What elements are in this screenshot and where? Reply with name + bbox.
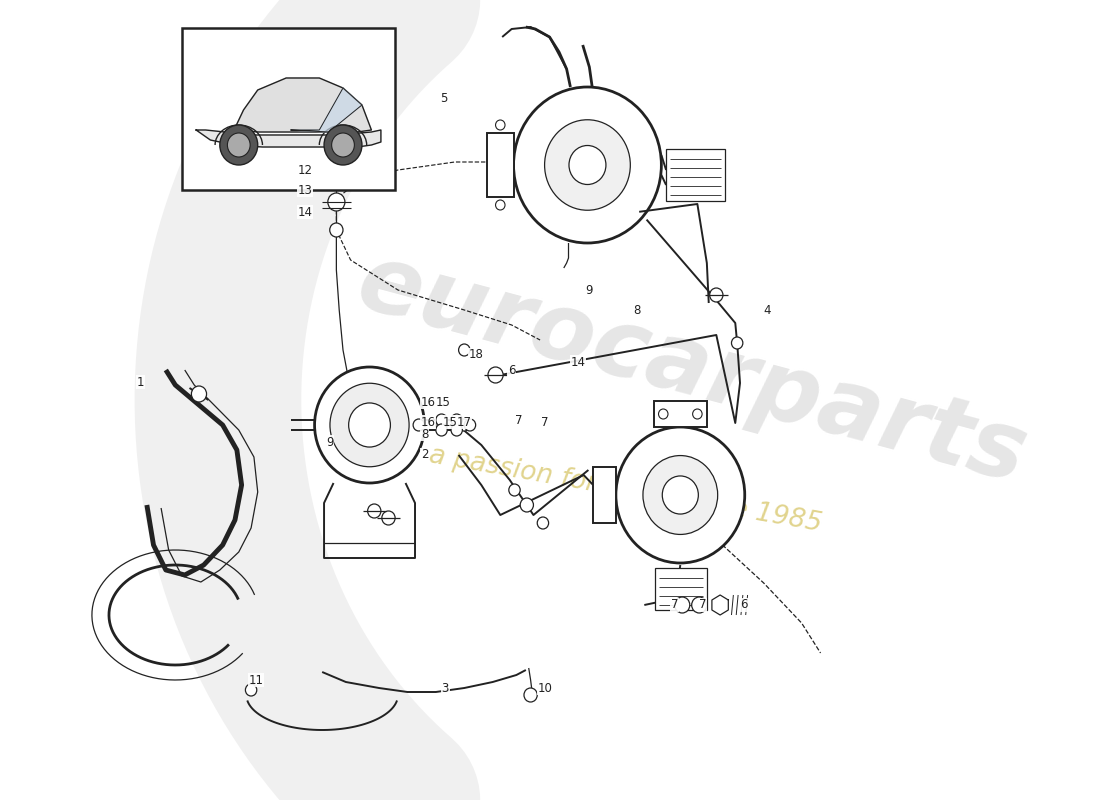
Circle shape (544, 120, 630, 210)
Text: 1: 1 (136, 375, 144, 389)
Text: 7: 7 (516, 414, 522, 426)
Text: 5: 5 (440, 91, 447, 105)
Circle shape (509, 484, 520, 496)
Circle shape (732, 337, 742, 349)
Circle shape (331, 133, 354, 157)
Text: 8: 8 (632, 303, 640, 317)
Text: 4: 4 (763, 303, 771, 317)
Text: 15: 15 (442, 415, 458, 429)
Text: 14: 14 (571, 355, 585, 369)
Text: 11: 11 (249, 674, 263, 686)
Polygon shape (712, 595, 728, 615)
Circle shape (537, 517, 549, 529)
Text: eurocarparts: eurocarparts (348, 237, 1036, 503)
Circle shape (324, 125, 362, 165)
Bar (487, 133, 514, 197)
Circle shape (495, 200, 505, 210)
Circle shape (659, 409, 668, 419)
Bar (182, 28, 395, 190)
Text: 14: 14 (298, 206, 312, 218)
Text: 3: 3 (441, 682, 449, 694)
Text: a passion for parts since 1985: a passion for parts since 1985 (427, 442, 824, 538)
Circle shape (414, 419, 425, 431)
Circle shape (514, 87, 661, 243)
Text: 9: 9 (326, 435, 333, 449)
Text: 7: 7 (541, 415, 549, 429)
Circle shape (451, 414, 462, 426)
Text: 18: 18 (469, 349, 483, 362)
Bar (654, 568, 707, 610)
Text: 10: 10 (538, 682, 552, 694)
Bar (653, 401, 707, 427)
Circle shape (330, 383, 409, 466)
Circle shape (228, 133, 250, 157)
Circle shape (330, 223, 343, 237)
Text: 15: 15 (436, 395, 451, 409)
Text: 6: 6 (740, 598, 748, 611)
Text: 17: 17 (456, 415, 472, 429)
Circle shape (367, 504, 381, 518)
Circle shape (464, 419, 475, 431)
Text: 16: 16 (421, 415, 436, 429)
Text: 13: 13 (298, 183, 312, 197)
Circle shape (436, 419, 448, 431)
Circle shape (524, 688, 537, 702)
Circle shape (459, 419, 470, 431)
Circle shape (569, 146, 606, 185)
Circle shape (382, 511, 395, 525)
Circle shape (616, 427, 745, 563)
Circle shape (436, 424, 448, 436)
Text: 9: 9 (585, 283, 593, 297)
Circle shape (220, 125, 257, 165)
Circle shape (459, 344, 470, 356)
Circle shape (451, 424, 462, 436)
Circle shape (328, 193, 345, 211)
Text: 8: 8 (421, 427, 428, 441)
Circle shape (662, 476, 698, 514)
Bar (667, 149, 725, 201)
Circle shape (520, 498, 534, 512)
Polygon shape (234, 78, 372, 132)
Text: 6: 6 (508, 363, 516, 377)
Circle shape (330, 175, 343, 189)
Circle shape (349, 403, 390, 447)
Circle shape (693, 409, 702, 419)
Circle shape (488, 367, 503, 383)
Circle shape (642, 455, 717, 534)
Polygon shape (196, 130, 381, 147)
Circle shape (436, 414, 448, 426)
Circle shape (674, 597, 690, 613)
Text: 2: 2 (420, 449, 428, 462)
Circle shape (191, 386, 207, 402)
Circle shape (315, 367, 425, 483)
Text: 7: 7 (671, 598, 679, 611)
Text: 7: 7 (700, 598, 707, 611)
Text: 16: 16 (421, 395, 436, 409)
Bar (593, 467, 616, 523)
Circle shape (495, 120, 505, 130)
Polygon shape (290, 88, 362, 132)
Text: 12: 12 (298, 163, 312, 177)
Circle shape (692, 597, 707, 613)
Circle shape (245, 684, 256, 696)
Circle shape (710, 288, 723, 302)
